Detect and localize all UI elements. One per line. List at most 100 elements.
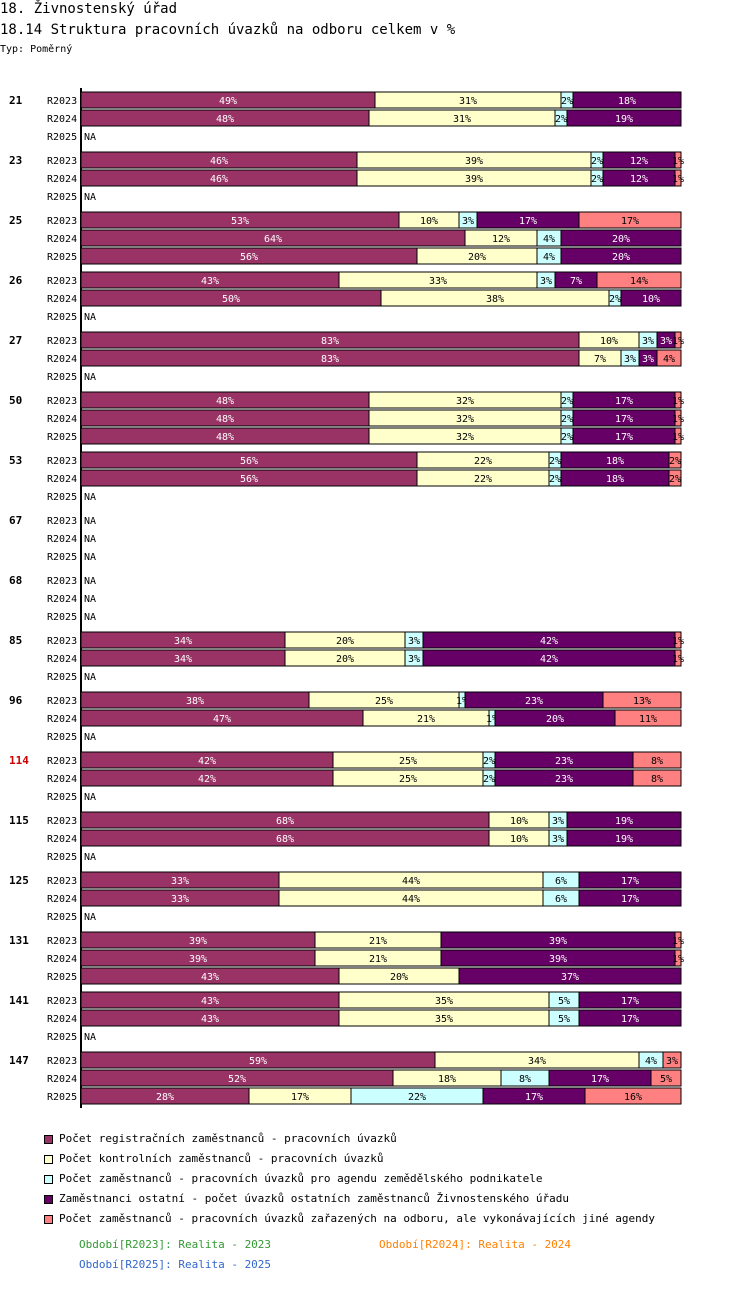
bar-141-R2024-ost bbox=[578, 1009, 682, 1027]
row-label-26-R2023: R2023 bbox=[47, 276, 77, 287]
group-label-67: 67 bbox=[9, 514, 22, 527]
row-label-67-R2023: R2023 bbox=[47, 516, 77, 527]
data-label-21-R2023-zem: 2% bbox=[561, 96, 573, 107]
na-label-68-R2024: NA bbox=[84, 594, 96, 605]
stacked-bar-chart: 21 R2023 49% 31% 2% 18% R2024 48% 31% 2% 19% R2025 N… bbox=[9, 88, 684, 1108]
data-label-85-R2024-reg: 34% bbox=[174, 654, 192, 665]
data-label-96-R2023-kon: 25% bbox=[375, 696, 393, 707]
period-label-2024: Období[R2024]: Realita - 2024 bbox=[379, 1238, 572, 1251]
data-label-21-R2023-ost: 18% bbox=[618, 96, 636, 107]
data-label-85-R2023-zem: 3% bbox=[408, 636, 420, 647]
bar-25-R2025-ost bbox=[560, 247, 682, 265]
data-label-50-R2025-reg: 48% bbox=[216, 432, 234, 443]
data-label-85-R2023-reg: 34% bbox=[174, 636, 192, 647]
bar-131-R2025-ost bbox=[458, 967, 682, 985]
period-label-2025: Období[R2025]: Realita - 2025 bbox=[79, 1258, 272, 1271]
row-label-53-R2024: R2024 bbox=[47, 474, 77, 485]
data-label-115-R2023-ost: 19% bbox=[615, 816, 633, 827]
data-label-147-R2024-ost: 17% bbox=[591, 1074, 609, 1085]
na-label-53-R2025: NA bbox=[84, 492, 96, 503]
na-label-67-R2025: NA bbox=[84, 552, 96, 563]
legend-label-registration: Počet registračních zaměstnanců - pracov… bbox=[59, 1132, 397, 1145]
data-label-26-R2023-ost: 7% bbox=[570, 276, 582, 287]
data-label-53-R2024-ost: 18% bbox=[606, 474, 624, 485]
group-label-26: 26 bbox=[9, 274, 23, 287]
row-label-131-R2025: R2025 bbox=[47, 972, 77, 983]
row-label-53-R2023: R2023 bbox=[47, 456, 77, 467]
data-label-115-R2024-ost: 19% bbox=[615, 834, 633, 845]
data-label-147-R2024-reg: 52% bbox=[228, 1074, 246, 1085]
data-label-96-R2024-jin: 11% bbox=[639, 714, 657, 725]
row-label-26-R2024: R2024 bbox=[47, 294, 77, 305]
group-label-114: 114 bbox=[9, 754, 29, 767]
group-label-68: 68 bbox=[9, 574, 22, 587]
legend-swatch-agriculture bbox=[44, 1175, 53, 1184]
data-label-147-R2025-ost: 17% bbox=[525, 1092, 543, 1103]
group-label-125: 125 bbox=[9, 874, 29, 887]
data-label-50-R2025-ost: 17% bbox=[615, 432, 633, 443]
period-label-2023: Období[R2023]: Realita - 2023 bbox=[79, 1238, 272, 1251]
row-label-96-R2023: R2023 bbox=[47, 696, 77, 707]
data-label-125-R2024-kon: 44% bbox=[402, 894, 420, 905]
row-label-25-R2023: R2023 bbox=[47, 216, 77, 227]
row-label-50-R2023: R2023 bbox=[47, 396, 77, 407]
data-label-23-R2024-jin: 1% bbox=[672, 174, 684, 185]
na-label-125-R2025: NA bbox=[84, 912, 96, 923]
data-label-141-R2023-reg: 43% bbox=[201, 996, 219, 1007]
bar-21-R2023-ost bbox=[572, 91, 682, 109]
data-label-115-R2024-zem: 3% bbox=[552, 834, 564, 845]
bar-50-R2025-jin bbox=[674, 427, 682, 445]
bar-114-R2024-jin bbox=[632, 769, 682, 787]
data-label-26-R2024-zem: 2% bbox=[609, 294, 621, 305]
data-label-131-R2023-jin: 1% bbox=[672, 936, 684, 947]
data-label-114-R2023-zem: 2% bbox=[483, 756, 495, 767]
data-label-53-R2023-jin: 2% bbox=[669, 456, 681, 467]
data-label-96-R2024-zem: 1% bbox=[486, 714, 498, 725]
data-label-23-R2024-ost: 12% bbox=[630, 174, 648, 185]
data-label-141-R2024-zem: 5% bbox=[558, 1014, 570, 1025]
bar-25-R2024-ost bbox=[560, 229, 682, 247]
data-label-23-R2023-jin: 1% bbox=[672, 156, 684, 167]
data-label-141-R2023-kon: 35% bbox=[435, 996, 453, 1007]
na-label-114-R2025: NA bbox=[84, 792, 96, 803]
na-label-115-R2025: NA bbox=[84, 852, 96, 863]
group-label-147: 147 bbox=[9, 1054, 29, 1067]
data-label-85-R2024-jin: 1% bbox=[672, 654, 684, 665]
data-label-25-R2024-ost: 20% bbox=[612, 234, 630, 245]
data-label-125-R2024-ost: 17% bbox=[621, 894, 639, 905]
bar-53-R2024-jin bbox=[668, 469, 682, 487]
data-label-53-R2023-kon: 22% bbox=[474, 456, 492, 467]
data-label-131-R2025-kon: 20% bbox=[390, 972, 408, 983]
data-label-23-R2024-kon: 39% bbox=[465, 174, 483, 185]
data-label-25-R2025-zem: 4% bbox=[543, 252, 555, 263]
data-label-115-R2024-kon: 10% bbox=[510, 834, 528, 845]
data-label-131-R2024-kon: 21% bbox=[369, 954, 387, 965]
na-label-85-R2025: NA bbox=[84, 672, 96, 683]
data-label-25-R2025-reg: 56% bbox=[240, 252, 258, 263]
data-label-131-R2024-reg: 39% bbox=[189, 954, 207, 965]
data-label-26-R2023-zem: 3% bbox=[540, 276, 552, 287]
data-label-53-R2023-reg: 56% bbox=[240, 456, 258, 467]
data-label-114-R2024-reg: 42% bbox=[198, 774, 216, 785]
row-label-114-R2024: R2024 bbox=[47, 774, 77, 785]
data-label-21-R2024-reg: 48% bbox=[216, 114, 234, 125]
row-label-25-R2025: R2025 bbox=[47, 252, 77, 263]
data-label-50-R2025-jin: 1% bbox=[672, 432, 684, 443]
bar-114-R2023-jin bbox=[632, 751, 682, 769]
data-label-141-R2024-kon: 35% bbox=[435, 1014, 453, 1025]
data-label-114-R2023-reg: 42% bbox=[198, 756, 216, 767]
data-label-147-R2024-jin: 5% bbox=[660, 1074, 672, 1085]
bar-85-R2023-jin bbox=[674, 631, 682, 649]
data-label-26-R2023-reg: 43% bbox=[201, 276, 219, 287]
data-label-147-R2025-zem: 22% bbox=[408, 1092, 426, 1103]
group-label-141: 141 bbox=[9, 994, 29, 1007]
na-label-27-R2025: NA bbox=[84, 372, 96, 383]
bar-147-R2023-jin bbox=[662, 1051, 682, 1069]
data-label-125-R2024-reg: 33% bbox=[171, 894, 189, 905]
legend-swatch-registration bbox=[44, 1135, 53, 1144]
row-label-68-R2023: R2023 bbox=[47, 576, 77, 587]
data-label-25-R2023-reg: 53% bbox=[231, 216, 249, 227]
data-label-23-R2024-reg: 46% bbox=[210, 174, 228, 185]
data-label-131-R2023-ost: 39% bbox=[549, 936, 567, 947]
row-label-50-R2025: R2025 bbox=[47, 432, 77, 443]
